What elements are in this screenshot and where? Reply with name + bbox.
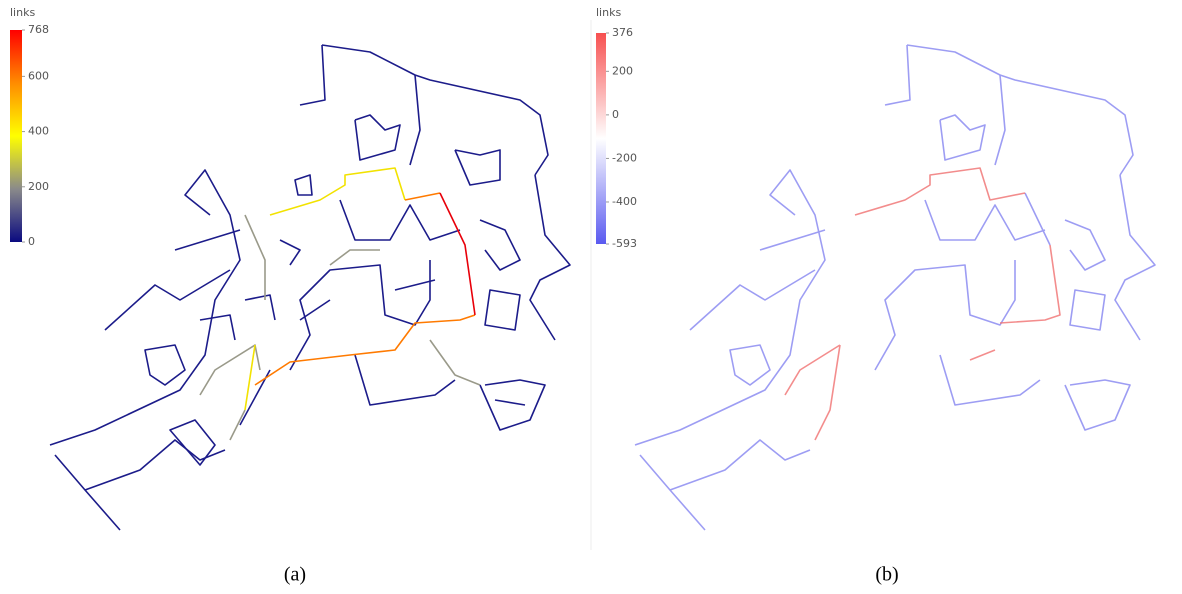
colorbar	[596, 33, 606, 244]
colorbar-label: -200	[612, 151, 637, 164]
figure: (a) (b) links 768 600 400 200 0 links 376 200 0 -2…	[0, 0, 1182, 594]
legend-title: links	[596, 6, 621, 19]
colorbar-label: 200	[612, 64, 633, 77]
colorbar-label: 768	[28, 23, 49, 36]
legend-title: links	[10, 6, 35, 19]
colorbar-label: -593	[612, 237, 637, 250]
colorbar-label: 0	[28, 235, 35, 248]
colorbar-label: 600	[28, 69, 49, 82]
colorbar-label: 200	[28, 180, 49, 193]
network-a	[50, 45, 570, 530]
colorbar-label: 376	[612, 26, 633, 39]
colorbar-label: 0	[612, 108, 619, 121]
caption: (a)	[284, 564, 306, 586]
colorbar-label: 400	[28, 125, 49, 138]
network-b	[635, 45, 1155, 530]
colorbar	[10, 30, 22, 242]
colorbar-label: -400	[612, 195, 637, 208]
caption: (b)	[875, 564, 898, 586]
